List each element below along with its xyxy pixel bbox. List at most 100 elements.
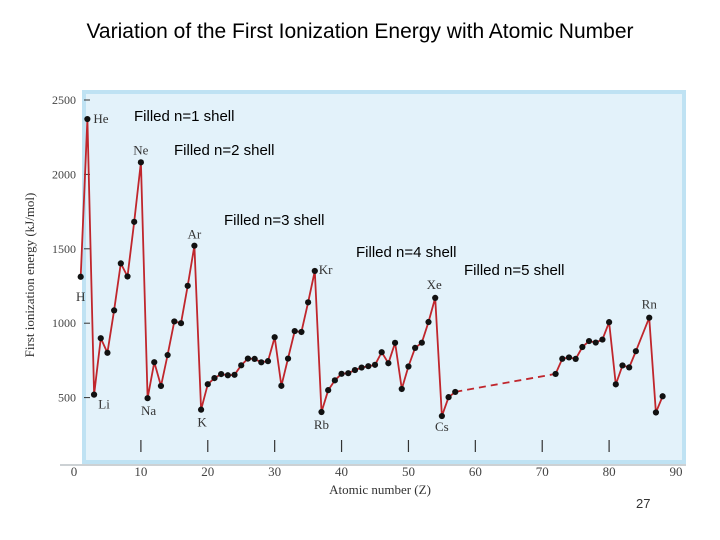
data-point xyxy=(298,328,305,336)
data-point xyxy=(632,348,639,355)
data-point xyxy=(231,371,238,378)
y-tick-label: 2000 xyxy=(52,167,76,181)
data-point xyxy=(398,385,405,393)
shell-annotation-2: Filled n=2 shell xyxy=(174,142,274,159)
shell-annotation-4: Filled n=4 shell xyxy=(356,244,456,261)
data-point xyxy=(345,370,352,377)
data-point xyxy=(305,299,312,306)
element-label-xe: Xe xyxy=(427,277,442,292)
x-tick-label: 30 xyxy=(268,464,281,479)
element-label-rb: Rb xyxy=(314,417,329,432)
data-point xyxy=(284,355,292,362)
y-tick-label: 1000 xyxy=(52,316,76,330)
data-point xyxy=(565,354,573,361)
data-point xyxy=(425,318,432,326)
data-point xyxy=(177,320,185,327)
data-point xyxy=(84,115,91,123)
data-point xyxy=(204,381,211,388)
data-point xyxy=(445,394,452,401)
data-point xyxy=(646,314,653,321)
plot-background xyxy=(82,90,686,464)
x-tick-label: 40 xyxy=(335,464,348,479)
data-point xyxy=(385,360,392,367)
x-tick-label: 0 xyxy=(71,464,78,479)
data-point xyxy=(331,377,338,384)
y-tick-label: 500 xyxy=(58,391,76,405)
shell-annotation-3: Filled n=3 shell xyxy=(224,212,324,229)
data-point xyxy=(318,408,325,416)
data-point xyxy=(244,355,252,362)
data-point xyxy=(104,349,111,356)
data-point xyxy=(619,362,626,369)
x-tick-label: 50 xyxy=(402,464,415,479)
data-point xyxy=(325,387,332,394)
data-point xyxy=(164,351,171,359)
data-point xyxy=(238,362,245,369)
slide-title: Variation of the First Ionization Energy… xyxy=(86,20,634,43)
data-point xyxy=(371,361,379,368)
shell-annotation-5: Filled n=5 shell xyxy=(464,262,564,279)
data-point xyxy=(144,395,151,402)
data-point xyxy=(579,343,586,351)
data-point xyxy=(599,336,606,343)
data-point xyxy=(191,242,198,249)
data-point xyxy=(585,337,593,345)
data-point xyxy=(251,355,258,363)
data-point xyxy=(224,372,231,379)
shell-annotation-1: Filled n=1 shell xyxy=(134,108,234,125)
series-line xyxy=(554,316,664,414)
page-number: 27 xyxy=(636,496,651,511)
data-point xyxy=(626,364,633,371)
x-tick-label: 10 xyxy=(134,464,147,479)
series-line-dashed xyxy=(455,373,556,393)
data-point xyxy=(659,393,666,400)
x-tick-label: 80 xyxy=(603,464,616,479)
element-label-ar: Ar xyxy=(188,227,202,242)
element-label-h: H xyxy=(76,289,85,304)
data-point xyxy=(90,391,98,398)
data-point xyxy=(184,282,191,289)
data-point xyxy=(278,382,285,389)
data-point xyxy=(124,273,131,280)
data-point xyxy=(131,218,138,225)
data-point xyxy=(652,409,660,416)
data-point xyxy=(291,327,298,335)
data-point xyxy=(258,359,265,366)
data-point xyxy=(264,358,272,365)
data-point xyxy=(111,307,118,314)
data-point xyxy=(412,344,419,352)
data-point xyxy=(218,370,225,378)
y-axis-title: First ionization energy (kJ/mol) xyxy=(22,193,37,358)
data-point xyxy=(438,412,445,420)
data-point xyxy=(77,273,84,280)
element-label-na: Na xyxy=(141,403,156,418)
element-label-rn: Rn xyxy=(642,297,658,312)
element-label-cs: Cs xyxy=(435,419,449,434)
data-point xyxy=(432,294,439,302)
x-tick-label: 70 xyxy=(536,464,549,479)
data-point xyxy=(606,319,613,326)
element-label-kr: Kr xyxy=(319,262,333,277)
data-point xyxy=(171,318,178,325)
data-point xyxy=(572,355,579,363)
data-point xyxy=(197,406,205,413)
y-tick-label: 1500 xyxy=(52,242,76,256)
data-point xyxy=(157,382,165,390)
data-point xyxy=(418,339,425,346)
data-point xyxy=(271,334,278,341)
data-point xyxy=(137,159,144,166)
y-tick-label: 2500 xyxy=(52,93,76,107)
data-point xyxy=(405,363,412,370)
data-point xyxy=(552,370,559,378)
data-point xyxy=(378,349,385,356)
data-point xyxy=(97,335,104,342)
data-point xyxy=(211,375,218,382)
x-tick-label: 90 xyxy=(670,464,683,479)
data-point xyxy=(358,364,365,371)
data-point xyxy=(592,339,599,346)
x-axis-title: Atomic number (Z) xyxy=(329,482,431,497)
data-point xyxy=(351,366,359,374)
data-point xyxy=(311,267,318,275)
element-label-ne: Ne xyxy=(133,142,148,157)
data-point xyxy=(338,370,345,377)
